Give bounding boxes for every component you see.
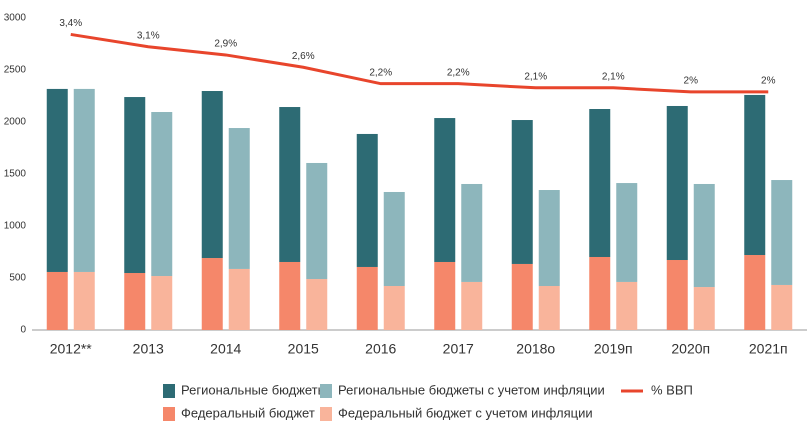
bar <box>383 286 405 330</box>
bar <box>201 258 223 330</box>
x-tick-label: 2020п <box>671 341 710 357</box>
legend-label: % ВВП <box>651 382 693 397</box>
data-label: 2,2% <box>447 67 470 78</box>
data-label: 2% <box>684 76 699 87</box>
bar <box>279 261 301 330</box>
bar <box>356 133 378 267</box>
bar <box>589 256 611 330</box>
x-tick-label: 2018о <box>516 341 555 357</box>
bar <box>124 97 146 274</box>
bar <box>201 91 223 259</box>
x-tick-label: 2012** <box>50 341 93 357</box>
bar <box>693 183 715 288</box>
bar <box>511 263 533 330</box>
legend-swatch <box>320 384 332 398</box>
bar <box>73 271 95 330</box>
bar <box>744 94 766 256</box>
bar <box>666 105 688 261</box>
legend-swatch <box>163 384 175 398</box>
bar <box>151 112 173 277</box>
data-label: 2,2% <box>369 67 392 78</box>
bar <box>228 128 250 269</box>
legend-swatch <box>320 407 332 421</box>
y-tick-label: 3000 <box>4 13 27 24</box>
x-tick-label: 2013 <box>133 341 164 357</box>
data-label: 2,1% <box>602 71 625 82</box>
bar <box>151 276 173 330</box>
y-tick-label: 1000 <box>4 221 27 232</box>
x-tick-label: 2015 <box>288 341 319 357</box>
y-tick-label: 2500 <box>4 65 27 76</box>
y-tick-label: 1500 <box>4 169 27 180</box>
legend-label: Федеральный бюджет с учетом инфляции <box>338 405 593 420</box>
bar <box>771 180 793 285</box>
bar <box>306 279 328 330</box>
bar <box>383 191 405 287</box>
x-tick-label: 2019п <box>594 341 633 357</box>
bar <box>434 261 456 330</box>
x-tick-label: 2016 <box>365 341 396 357</box>
bar <box>279 107 301 262</box>
x-tick-label: 2021п <box>749 341 788 357</box>
bar <box>616 281 638 330</box>
data-label: 3,1% <box>137 30 160 41</box>
legend-label: Региональные бюджеты <box>181 382 327 397</box>
bar <box>306 162 328 280</box>
bar <box>616 183 638 282</box>
y-tick-label: 500 <box>9 273 26 284</box>
bar <box>46 88 68 272</box>
bar <box>73 88 95 272</box>
bar <box>228 268 250 330</box>
bar <box>666 260 688 330</box>
bar <box>434 118 456 262</box>
data-label: 3,4% <box>59 18 82 29</box>
data-label: 2% <box>761 76 776 87</box>
bar <box>589 109 611 257</box>
data-label: 2,9% <box>214 39 237 50</box>
x-tick-label: 2014 <box>210 341 241 357</box>
legend-label: Федеральный бюджет <box>181 405 315 420</box>
data-label: 2,1% <box>524 71 547 82</box>
bar <box>124 273 146 330</box>
bar <box>538 286 560 330</box>
y-tick-label: 2000 <box>4 117 27 128</box>
data-label: 2,6% <box>292 51 315 62</box>
bar <box>744 255 766 330</box>
x-tick-label: 2017 <box>443 341 474 357</box>
bar <box>693 287 715 330</box>
bar <box>771 284 793 330</box>
bar <box>461 183 483 282</box>
bar <box>511 120 533 264</box>
legend-label: Региональные бюджеты с учетом инфляции <box>338 382 605 397</box>
legend-swatch <box>163 407 175 421</box>
bar <box>538 190 560 287</box>
bar <box>356 266 378 330</box>
y-tick-label: 0 <box>20 325 26 336</box>
bar <box>46 271 68 330</box>
line <box>70 32 769 94</box>
bar <box>461 281 483 330</box>
